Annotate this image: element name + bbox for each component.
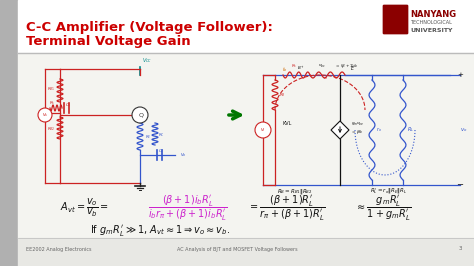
Text: $= \beta i_b$: $= \beta i_b$ [351,128,364,136]
Text: NANYANG: NANYANG [410,10,456,19]
Text: $i_b$: $i_b$ [282,65,287,74]
Text: $R_C$: $R_C$ [158,131,165,139]
Bar [383,5,407,33]
Text: $B^+$: $B^+$ [297,64,305,72]
Text: $V_{CC}$: $V_{CC}$ [142,56,152,65]
Text: $R_{B2}$: $R_{B2}$ [47,125,55,133]
Text: $g_m v_{be}$: $g_m v_{be}$ [351,120,365,128]
Text: $R_s$: $R_s$ [49,99,55,107]
Text: $v_o$: $v_o$ [460,126,467,134]
Text: $\approx \dfrac{g_m R_L^{\prime}}{1+g_m R_L^{\prime}}$: $\approx \dfrac{g_m R_L^{\prime}}{1+g_m … [355,193,411,223]
Text: $E$: $E$ [350,64,355,72]
Text: $R_E$: $R_E$ [145,133,152,141]
Bar [18,53,474,238]
Circle shape [255,122,271,138]
Text: $R_B = R_{B1} \| R_{B2}$: $R_B = R_{B1} \| R_{B2}$ [277,188,313,197]
Text: +: + [457,72,463,78]
Text: $= (\beta+1)i_b$: $= (\beta+1)i_b$ [335,62,358,70]
Text: $R_L^{\prime} = r_o \| R_E \| R_L$: $R_L^{\prime} = r_o \| R_E \| R_L$ [370,187,407,197]
Text: $A_{vt} = \dfrac{v_o}{v_b} =$: $A_{vt} = \dfrac{v_o}{v_b} =$ [60,197,109,219]
Text: 3: 3 [458,247,462,251]
Text: UNIVERSITY: UNIVERSITY [410,28,453,33]
Bar [383,5,407,33]
Text: $\dfrac{(\beta+1)i_b R_L^{\prime}}{i_b r_\pi + (\beta+1)i_b R_L^{\prime}}$: $\dfrac{(\beta+1)i_b R_L^{\prime}}{i_b r… [148,193,228,223]
Text: $v_{bc}$: $v_{bc}$ [318,63,326,70]
Text: $r_\pi$: $r_\pi$ [323,75,328,82]
Circle shape [132,107,148,123]
Circle shape [38,108,52,122]
Text: If $g_m R_L^{\prime} \gg 1$, $A_{vt} \approx 1 \Rightarrow v_o \approx v_b$.: If $g_m R_L^{\prime} \gg 1$, $A_{vt} \ap… [90,222,230,238]
Text: KVL: KVL [283,121,292,126]
Bar [18,238,474,266]
Text: $= \dfrac{(\beta+1)R_L^{\prime}}{r_\pi + (\beta+1)R_L^{\prime}}$: $= \dfrac{(\beta+1)R_L^{\prime}}{r_\pi +… [248,193,325,223]
Bar [0,0,18,266]
Text: Q: Q [138,113,144,118]
Polygon shape [331,121,349,139]
Text: $R_B$: $R_B$ [279,91,286,99]
Text: $C_1$: $C_1$ [65,101,72,109]
Text: Terminal Voltage Gain: Terminal Voltage Gain [26,35,191,48]
Text: $R_{B1}$: $R_{B1}$ [47,85,55,93]
Text: $v_s$: $v_s$ [42,111,48,119]
Text: EE2002 Analog Electronics: EE2002 Analog Electronics [26,247,91,251]
Text: $r_o$: $r_o$ [376,126,382,134]
Text: $C_2$: $C_2$ [158,147,164,155]
Bar [18,0,474,53]
Text: AC Analysis of BJT and MOSFET Voltage Followers: AC Analysis of BJT and MOSFET Voltage Fo… [177,247,297,251]
Text: −: − [456,181,464,189]
Text: $v_i$: $v_i$ [260,126,266,134]
Text: C-C Amplifier (Voltage Follower):: C-C Amplifier (Voltage Follower): [26,21,273,34]
Text: $R_s$: $R_s$ [291,62,297,70]
Text: $R_L$: $R_L$ [407,126,414,134]
Text: TECHNOLOGICAL: TECHNOLOGICAL [410,20,452,25]
Text: $v_o$: $v_o$ [180,151,187,159]
